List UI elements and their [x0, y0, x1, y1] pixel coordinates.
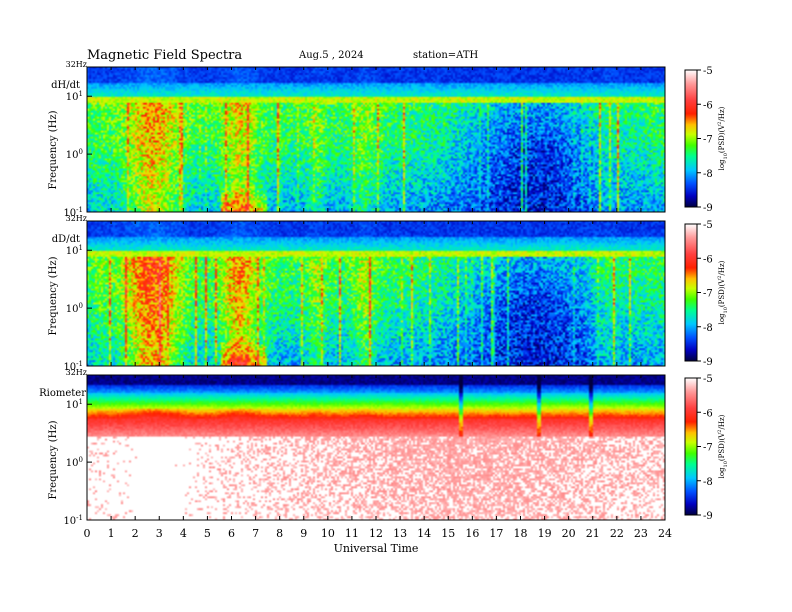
x-tick-label: 18 [514, 527, 528, 540]
station-label: station=ATH [413, 50, 479, 61]
colorbar [684, 377, 698, 516]
y-tick-label: 10-1 [63, 360, 83, 373]
colorbar-tick-label: -5 [703, 220, 713, 231]
colorbar-tick-label: -6 [703, 408, 713, 419]
panel-dd-dt: 32Hz dD/dt Frequency (Hz) 101 100 10-1 [48, 214, 666, 373]
x-tick-label: 17 [489, 527, 503, 540]
x-tick-label: 24 [658, 527, 672, 540]
colorbar-tick-label: -7 [703, 289, 713, 300]
colorbar-tick-label: -6 [703, 254, 713, 265]
x-tick-label: 20 [562, 527, 576, 540]
date-label: Aug.5 , 2024 [298, 50, 364, 61]
y-tick-labels: 101 100 10-1 [63, 90, 92, 219]
colorbar-tick-label: -9 [703, 203, 713, 214]
y-tick-label: 100 [66, 302, 83, 315]
colorbar-tick-label: -8 [703, 323, 713, 334]
colorbar-tick-label: -6 [703, 100, 713, 111]
x-tick-label: 19 [538, 527, 552, 540]
y-tick-labels: 101 100 10-1 [63, 398, 92, 527]
spectrogram-image [87, 67, 665, 212]
y-axis-label: Frequency (Hz) [48, 256, 59, 335]
top-freq-label: 32Hz [66, 60, 87, 69]
x-tick-label: 9 [300, 527, 307, 540]
colorbar [684, 69, 698, 208]
panel-dh-dt: 32Hz dH/dt Frequency (Hz) 101 100 10-1 [48, 60, 666, 219]
x-tick-label: 6 [228, 527, 235, 540]
y-axis-label: Frequency (Hz) [48, 110, 59, 189]
x-tick-label: 15 [441, 527, 455, 540]
y-tick-labels: 101 100 10-1 [63, 244, 92, 373]
x-tick-label: 14 [417, 527, 431, 540]
x-axis-label: Universal Time [334, 542, 419, 555]
x-tick-label: 23 [634, 527, 648, 540]
x-tick-label: 11 [345, 527, 359, 540]
colorbar [684, 223, 698, 362]
y-tick-label: 101 [66, 90, 83, 103]
colorbar-label: log10(PSD)(V2/Hz) [717, 106, 729, 170]
colorbar-tick-label: -5 [703, 66, 713, 77]
panel-label: dD/dt [52, 234, 80, 245]
x-tick-label: 13 [393, 527, 407, 540]
top-freq-label: 32Hz [66, 214, 87, 223]
y-tick-label: 10-1 [63, 514, 83, 527]
figure-title: Magnetic Field Spectra [87, 48, 242, 63]
x-tick-label: 5 [204, 527, 211, 540]
panel-label: dH/dt [51, 80, 80, 91]
x-tick-label: 3 [156, 527, 163, 540]
x-tick-label: 22 [610, 527, 624, 540]
x-tick-label: 12 [369, 527, 383, 540]
colorbar-tick-label: -7 [703, 443, 713, 454]
colorbar-tick-label: -8 [703, 169, 713, 180]
x-tick-label: 16 [465, 527, 479, 540]
top-freq-label: 32Hz [66, 368, 87, 377]
x-tick-label: 4 [180, 527, 187, 540]
y-tick-label: 101 [66, 398, 83, 411]
colorbar-label: log10(PSD)(V2/Hz) [717, 414, 729, 478]
colorbar-tick-label: -7 [703, 135, 713, 146]
x-tick-label: 7 [252, 527, 259, 540]
y-tick-label: 101 [66, 244, 83, 257]
colorbar-tick-label: -8 [703, 477, 713, 488]
y-tick-label: 100 [66, 148, 83, 161]
spectrogram-image [87, 375, 665, 520]
colorbar-tick-label: -9 [703, 357, 713, 368]
x-tick-label: 21 [586, 527, 600, 540]
x-tick-label: 8 [276, 527, 283, 540]
x-tick-label: 0 [84, 527, 91, 540]
x-tick-label: 2 [132, 527, 139, 540]
colorbar-tick-label: -5 [703, 374, 713, 385]
panel-label: Riometer [39, 388, 86, 399]
spectrogram-image [87, 221, 665, 366]
x-axis-ticks: 0 1 2 3 4 5 6 7 8 9 10 11 12 13 14 15 16 17 18 19 20 21 22 23 24 [84, 67, 672, 540]
x-tick-label: 10 [321, 527, 335, 540]
panel-riometer: 32Hz Riometer Frequency (Hz) 101 100 10-1 [39, 368, 666, 527]
y-axis-label: Frequency (Hz) [48, 420, 59, 499]
y-tick-label: 100 [66, 456, 83, 469]
colorbar-label: log10(PSD)(V2/Hz) [717, 260, 729, 324]
colorbar-tick-label: -9 [703, 511, 713, 522]
x-tick-label: 1 [108, 527, 115, 540]
colorbars: -5 -6 -7 -8 -9 log10(PSD)(V2/Hz) -5 -6 -7 -8 -9 log… [684, 66, 729, 522]
y-tick-label: 10-1 [63, 206, 83, 219]
